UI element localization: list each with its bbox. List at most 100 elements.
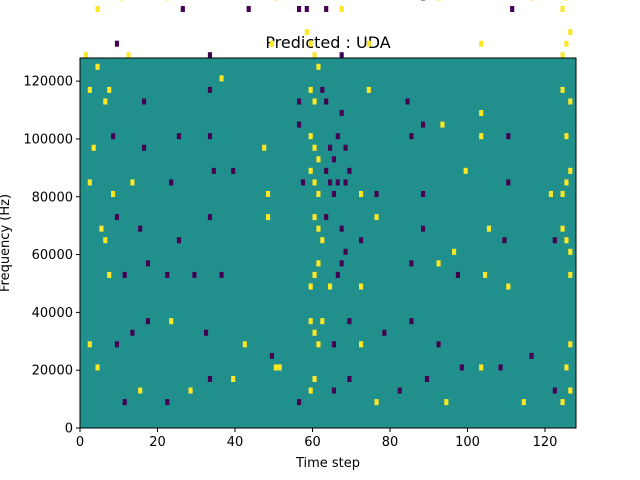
x-tick-label: 0 bbox=[76, 435, 84, 450]
heatmap-cell bbox=[107, 271, 112, 278]
heatmap-cell bbox=[145, 260, 150, 267]
x-tick-label: 60 bbox=[304, 435, 321, 450]
heatmap-cell bbox=[335, 179, 340, 186]
heatmap-cell bbox=[308, 318, 313, 325]
heatmap-cell bbox=[308, 167, 313, 174]
heatmap-cell bbox=[560, 86, 565, 93]
heatmap-cell bbox=[262, 144, 267, 151]
heatmap-cell bbox=[568, 167, 573, 174]
heatmap-cell bbox=[312, 52, 317, 59]
heatmap-cells bbox=[83, 0, 573, 406]
heatmap-cell bbox=[366, 40, 371, 47]
heatmap-cell bbox=[339, 5, 344, 12]
heatmap-cell bbox=[421, 121, 426, 128]
heatmap-cell bbox=[343, 144, 348, 151]
y-axis: 0 20000 40000 60000 80000 100000 120000 bbox=[23, 75, 80, 437]
heatmap-cell bbox=[300, 179, 305, 186]
heatmap-cell bbox=[339, 110, 344, 117]
heatmap-cell bbox=[506, 283, 511, 290]
heatmap-cell bbox=[87, 341, 92, 348]
heatmap-cell bbox=[308, 387, 313, 394]
heatmap-cell bbox=[382, 329, 387, 336]
heatmap-cell bbox=[188, 387, 193, 394]
x-axis-label: Time step bbox=[295, 456, 360, 471]
x-axis: 0 20 40 60 80 100 120 bbox=[76, 428, 557, 450]
heatmap-cell bbox=[145, 318, 150, 325]
heatmap-cell bbox=[568, 271, 573, 278]
heatmap-cell bbox=[95, 364, 100, 371]
heatmap-cell bbox=[114, 40, 119, 47]
heatmap-cell bbox=[312, 271, 317, 278]
heatmap-cell bbox=[304, 5, 309, 12]
heatmap-cell bbox=[246, 5, 251, 12]
heatmap-cell bbox=[219, 271, 224, 278]
heatmap-cell bbox=[320, 86, 325, 93]
heatmap-cell bbox=[320, 318, 325, 325]
heatmap-cell bbox=[366, 86, 371, 93]
heatmap-cell bbox=[552, 237, 557, 244]
heatmap-cell bbox=[111, 190, 116, 197]
heatmap-cell bbox=[142, 98, 147, 105]
y-tick-label: 20000 bbox=[32, 364, 73, 379]
heatmap-cell bbox=[359, 283, 364, 290]
heatmap-cell bbox=[242, 341, 247, 348]
heatmap-cell bbox=[103, 98, 108, 105]
heatmap-cell bbox=[266, 214, 271, 221]
heatmap-cell bbox=[339, 260, 344, 267]
heatmap-cell bbox=[568, 341, 573, 348]
heatmap-cell bbox=[424, 375, 429, 382]
heatmap-cell bbox=[316, 63, 321, 70]
heatmap-cell bbox=[335, 271, 340, 278]
plot-frame bbox=[79, 57, 577, 429]
heatmap-cell bbox=[207, 214, 212, 221]
x-tick-label: 20 bbox=[149, 435, 166, 450]
heatmap-cell bbox=[409, 133, 414, 140]
x-tick-label: 40 bbox=[227, 435, 244, 450]
heatmap-cell bbox=[560, 52, 565, 59]
y-tick-label: 80000 bbox=[32, 190, 73, 205]
heatmap-cell bbox=[506, 179, 511, 186]
heatmap-cell bbox=[169, 179, 174, 186]
heatmap-cell bbox=[308, 133, 313, 140]
heatmap-cell bbox=[165, 271, 170, 278]
heatmap-cell bbox=[308, 40, 313, 47]
heatmap-cell bbox=[560, 225, 565, 232]
heatmap-cell bbox=[568, 29, 573, 36]
heatmap-cell bbox=[347, 318, 352, 325]
heatmap-cell bbox=[231, 167, 236, 174]
chart-title: Predicted : UDA bbox=[265, 33, 390, 52]
heatmap-cell bbox=[266, 190, 271, 197]
heatmap-cell bbox=[359, 341, 364, 348]
plot-background bbox=[80, 58, 576, 428]
heatmap-cell bbox=[316, 156, 321, 163]
heatmap-cell bbox=[169, 318, 174, 325]
heatmap-cell bbox=[269, 352, 274, 359]
heatmap-cell bbox=[99, 225, 104, 232]
heatmap-cell bbox=[498, 364, 503, 371]
heatmap-cell bbox=[560, 5, 565, 12]
heatmap-cell bbox=[312, 144, 317, 151]
heatmap-cell bbox=[564, 237, 569, 244]
heatmap-cell bbox=[374, 190, 379, 197]
heatmap-cell bbox=[308, 86, 313, 93]
heatmap-cell bbox=[312, 214, 317, 221]
heatmap-cell bbox=[335, 133, 340, 140]
heatmap-cell bbox=[486, 225, 491, 232]
heatmap-cell bbox=[479, 364, 484, 371]
heatmap-cell bbox=[405, 98, 410, 105]
y-tick-label: 120000 bbox=[23, 75, 73, 90]
heatmap-cell bbox=[328, 179, 333, 186]
heatmap-cell bbox=[231, 375, 236, 382]
heatmap-cell bbox=[347, 375, 352, 382]
heatmap-cell bbox=[421, 225, 426, 232]
heatmap-cell bbox=[312, 329, 317, 336]
heatmap-cell bbox=[347, 167, 352, 174]
heatmap-cell bbox=[176, 237, 181, 244]
heatmap-cell bbox=[560, 399, 565, 406]
heatmap-cell bbox=[324, 5, 329, 12]
heatmap-cell bbox=[506, 133, 511, 140]
heatmap-cell bbox=[207, 86, 212, 93]
heatmap-cell bbox=[277, 364, 282, 371]
heatmap-cell bbox=[304, 29, 309, 36]
